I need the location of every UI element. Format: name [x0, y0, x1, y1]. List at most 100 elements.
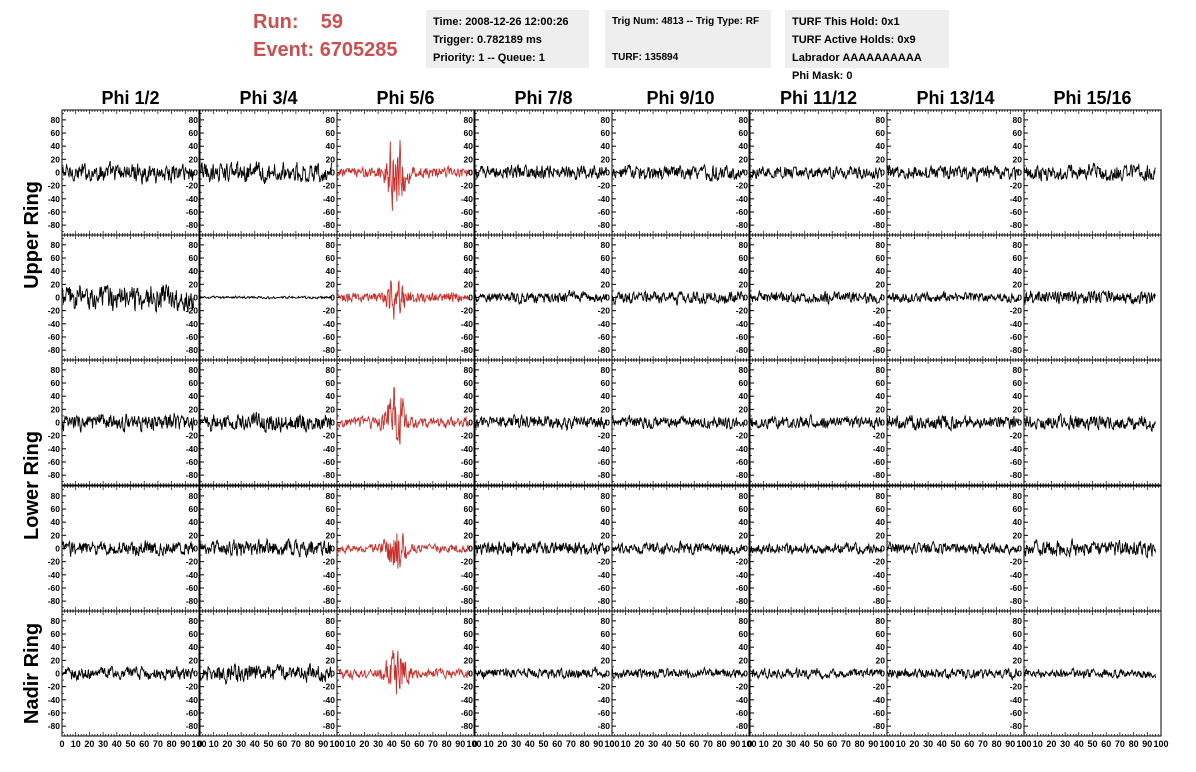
y-tick-label-r4-c3-4: 0	[330, 544, 335, 554]
y-tick-label-r4-c3-5: 20	[326, 530, 336, 540]
y-tick-label-r5-c5-7: 60	[601, 629, 611, 639]
waveform-r1-c6	[749, 165, 882, 181]
x-tick-label-c4-8: 80	[580, 739, 590, 749]
x-tick-label-c2-8: 80	[305, 739, 315, 749]
y-tick-label-r2-c8-0: -80	[1010, 345, 1023, 355]
y-tick-label-r2-c3-2: -40	[323, 319, 336, 329]
y-tick-label-r2-c1-3: -20	[48, 306, 61, 316]
y-tick-label-r3-c6-4: 0	[743, 418, 748, 428]
y-tick-label-r3-c7-6: 40	[876, 391, 886, 401]
y-tick-label-r5-c6-8: 80	[739, 616, 749, 626]
trigger-info-box: Trig Num: 4813 -- Trig Type: RF TURF: 13…	[605, 10, 771, 68]
y-tick-label-r3-c3-6: 40	[326, 391, 336, 401]
y-tick-label-r4-c8-8: 80	[1013, 491, 1023, 501]
y-tick-label-r4-c2-4: 0	[193, 544, 198, 554]
y-tick-label-r1-c1-1: -60	[48, 207, 61, 217]
row-label-2: Lower Ring	[21, 431, 43, 540]
y-tick-label-r4-c3-1: -60	[323, 583, 336, 593]
y-tick-label-r4-c5-8: 80	[601, 491, 611, 501]
x-tick-label-c4-0: 0	[472, 739, 477, 749]
y-tick-label-r1-c3-8: 80	[326, 115, 336, 125]
y-tick-label-r3-c1-6: 40	[51, 391, 61, 401]
y-tick-label-r4-c1-7: 60	[51, 504, 61, 514]
y-tick-label-r3-c5-7: 60	[601, 378, 611, 388]
y-tick-label-r1-c2-2: -40	[186, 194, 199, 204]
y-tick-label-r5-c2-1: -60	[186, 708, 199, 718]
y-tick-label-r4-c4-1: -60	[461, 583, 474, 593]
x-tick-label-c1-4: 40	[112, 739, 122, 749]
y-tick-label-r3-c5-2: -40	[598, 444, 611, 454]
y-tick-label-r2-c2-7: 60	[189, 253, 199, 263]
y-tick-label-r2-c6-8: 80	[739, 240, 749, 250]
y-tick-label-r2-c2-0: -80	[186, 345, 199, 355]
y-tick-label-r5-c4-5: 20	[464, 655, 474, 665]
y-tick-label-r2-c7-3: -20	[873, 306, 886, 316]
y-tick-label-r3-c8-6: 40	[1013, 391, 1023, 401]
y-tick-label-r2-c1-0: -80	[48, 345, 61, 355]
x-tick-label-c5-3: 30	[648, 739, 658, 749]
y-tick-label-r3-c1-3: -20	[48, 431, 61, 441]
y-tick-label-r5-c4-0: -80	[461, 721, 474, 731]
y-tick-label-r3-c1-4: 0	[55, 418, 60, 428]
y-tick-label-r1-c2-1: -60	[186, 207, 199, 217]
waveform-r2-c1	[61, 283, 194, 313]
y-tick-label-r3-c7-7: 60	[876, 378, 886, 388]
y-tick-label-r2-c6-7: 60	[739, 253, 749, 263]
x-tick-label-c1-7: 70	[153, 739, 163, 749]
y-tick-label-r3-c8-2: -40	[1010, 444, 1023, 454]
waveform-r4-c5	[611, 540, 744, 557]
y-tick-label-r4-c8-7: 60	[1013, 504, 1023, 514]
y-tick-label-r2-c6-1: -60	[736, 332, 749, 342]
y-tick-label-r2-c5-1: -60	[598, 332, 611, 342]
y-tick-label-r1-c4-2: -40	[461, 194, 474, 204]
y-tick-label-r3-c6-8: 80	[739, 365, 749, 375]
y-tick-label-r2-c4-3: -20	[461, 306, 474, 316]
y-tick-label-r3-c4-8: 80	[464, 365, 474, 375]
y-tick-label-r5-c4-8: 80	[464, 616, 474, 626]
y-tick-label-r4-c5-2: -40	[598, 570, 611, 580]
x-tick-label-c5-5: 50	[675, 739, 685, 749]
y-tick-label-r3-c1-0: -80	[48, 470, 61, 480]
y-tick-label-r4-c4-8: 80	[464, 491, 474, 501]
y-tick-label-r2-c8-4: 0	[1017, 293, 1022, 303]
y-tick-label-r4-c2-7: 60	[189, 504, 199, 514]
waveform-r4-c4	[474, 540, 607, 556]
y-tick-label-r1-c5-2: -40	[598, 194, 611, 204]
y-tick-label-r2-c5-7: 60	[601, 253, 611, 263]
y-tick-label-r4-c4-6: 40	[464, 517, 474, 527]
y-tick-label-r4-c5-3: -20	[598, 557, 611, 567]
y-tick-label-r2-c5-4: 0	[605, 293, 610, 303]
y-tick-label-r1-c3-1: -60	[323, 207, 336, 217]
column-header-6: Phi 11/12	[780, 88, 857, 108]
waveform-r3-c5	[611, 415, 744, 430]
y-tick-label-r5-c3-8: 80	[326, 616, 336, 626]
y-tick-label-r3-c3-8: 80	[326, 365, 336, 375]
waveform-r2-c8	[1023, 289, 1156, 305]
y-tick-label-r5-c3-0: -80	[323, 721, 336, 731]
y-tick-label-r5-c2-7: 60	[189, 629, 199, 639]
y-tick-label-r2-c7-4: 0	[880, 293, 885, 303]
y-tick-label-r1-c3-4: 0	[330, 168, 335, 178]
y-tick-label-r4-c4-0: -80	[461, 596, 474, 606]
waveform-r3-c8	[1023, 413, 1156, 432]
waveform-r5-c4	[474, 666, 607, 681]
waveform-r1-c5	[611, 163, 744, 182]
waveform-r4-c2	[199, 537, 332, 558]
column-header-1: Phi 1/2	[101, 88, 159, 108]
y-tick-label-r4-c5-5: 20	[601, 530, 611, 540]
y-tick-label-r1-c1-5: 20	[51, 154, 61, 164]
waveform-r3-c7	[886, 414, 1019, 432]
y-tick-label-r1-c7-1: -60	[873, 207, 886, 217]
y-tick-label-r3-c7-3: -20	[873, 431, 886, 441]
y-tick-label-r1-c5-0: -80	[598, 220, 611, 230]
waveform-r1-c2	[199, 161, 332, 185]
y-tick-label-r3-c4-0: -80	[461, 470, 474, 480]
waveform-r5-c5	[611, 666, 744, 680]
y-tick-label-r1-c4-5: 20	[464, 154, 474, 164]
y-tick-label-r4-c7-4: 0	[880, 544, 885, 554]
y-tick-label-r2-c8-7: 60	[1013, 253, 1023, 263]
waveform-r1-c8	[1023, 162, 1156, 182]
waveform-r5-c2	[199, 663, 332, 685]
y-tick-label-r4-c1-3: -20	[48, 557, 61, 567]
y-tick-label-r3-c7-8: 80	[876, 365, 886, 375]
